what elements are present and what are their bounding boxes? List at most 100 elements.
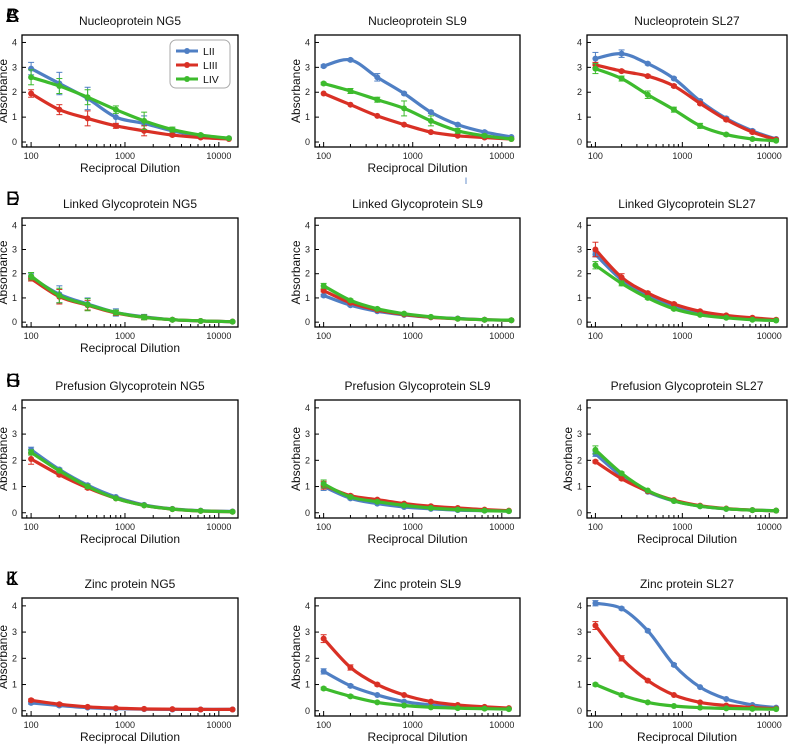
data-point bbox=[347, 664, 354, 671]
series-liv bbox=[28, 69, 232, 142]
y-tick-label: 4 bbox=[12, 403, 17, 413]
series-liv bbox=[592, 63, 780, 144]
data-point bbox=[320, 287, 327, 294]
plot-frame bbox=[586, 399, 788, 519]
panel-title: Prefusion Glycoprotein NG5 bbox=[55, 379, 205, 393]
panel-letter: I bbox=[6, 371, 11, 392]
y-tick-label: 0 bbox=[12, 508, 17, 518]
data-point bbox=[28, 697, 35, 704]
data-point bbox=[427, 704, 434, 711]
data-point bbox=[749, 705, 756, 712]
data-point bbox=[197, 317, 204, 324]
data-point bbox=[773, 507, 780, 514]
data-point bbox=[401, 105, 408, 112]
data-point bbox=[320, 480, 327, 487]
x-axis-label: Reciprocal Dilution bbox=[637, 532, 737, 546]
series-liii bbox=[28, 453, 236, 515]
data-point bbox=[229, 706, 236, 713]
x-axis-label: Reciprocal Dilution bbox=[637, 730, 737, 744]
y-tick-label: 0 bbox=[577, 508, 582, 518]
y-tick-label: 2 bbox=[577, 269, 582, 279]
data-point bbox=[320, 292, 327, 299]
data-point bbox=[197, 132, 204, 139]
data-point bbox=[592, 622, 599, 629]
y-tick-label: 3 bbox=[305, 244, 310, 254]
data-point bbox=[229, 508, 236, 515]
data-point bbox=[749, 136, 756, 143]
x-tick-label: 100 bbox=[316, 522, 331, 532]
data-point bbox=[169, 316, 176, 323]
stray-mark: I bbox=[465, 176, 468, 186]
x-tick-label: 1000 bbox=[403, 720, 423, 730]
data-point bbox=[723, 314, 730, 321]
data-point bbox=[505, 706, 512, 713]
x-tick-label: 100 bbox=[316, 720, 331, 730]
panel-d: D Linked Glycoprotein NG5 0 1 2 3 4 100 1000 1000… bbox=[0, 189, 239, 355]
y-tick-label: 3 bbox=[12, 244, 17, 254]
y-tick-label: 1 bbox=[305, 112, 310, 122]
data-point bbox=[505, 508, 512, 515]
x-tick-label: 10000 bbox=[206, 331, 231, 341]
data-point bbox=[618, 68, 625, 75]
data-point bbox=[592, 600, 599, 607]
x-tick-label: 100 bbox=[588, 331, 603, 341]
data-point bbox=[169, 132, 176, 139]
data-point bbox=[84, 115, 91, 122]
y-tick-label: 2 bbox=[12, 455, 17, 465]
x-tick-label: 10000 bbox=[757, 720, 782, 730]
data-point bbox=[644, 91, 651, 98]
y-tick-label: 3 bbox=[577, 244, 582, 254]
data-point bbox=[773, 317, 780, 324]
data-point bbox=[84, 483, 91, 490]
panel-letter: A bbox=[6, 6, 19, 27]
data-point bbox=[697, 684, 704, 691]
data-point bbox=[56, 106, 63, 113]
series-liv bbox=[592, 681, 780, 713]
data-point bbox=[141, 502, 148, 509]
data-point bbox=[84, 703, 91, 710]
data-point bbox=[169, 706, 176, 713]
series-liii bbox=[592, 621, 780, 712]
data-point bbox=[28, 74, 35, 81]
data-point bbox=[28, 456, 35, 462]
x-axis-label: Reciprocal Dilution bbox=[80, 161, 180, 175]
data-point bbox=[427, 109, 434, 116]
data-point bbox=[644, 73, 651, 80]
x-tick-label: 1000 bbox=[403, 331, 423, 341]
plot-frame bbox=[314, 34, 521, 148]
y-tick-label: 4 bbox=[12, 37, 17, 47]
data-point bbox=[618, 605, 625, 612]
panel-title: Linked Glycoprotein SL9 bbox=[352, 197, 483, 211]
plot-frame bbox=[586, 597, 788, 717]
panel-letter: K bbox=[6, 569, 19, 590]
y-tick-label: 4 bbox=[12, 601, 17, 611]
panel-letter: G bbox=[6, 371, 21, 392]
data-point bbox=[320, 63, 327, 70]
data-point bbox=[749, 316, 756, 323]
y-tick-label: 2 bbox=[305, 455, 310, 465]
data-point bbox=[401, 90, 408, 97]
x-tick-label: 100 bbox=[588, 522, 603, 532]
data-point bbox=[749, 507, 756, 514]
panel-letter: C bbox=[6, 6, 20, 27]
data-point bbox=[723, 505, 730, 512]
panel-title: Zinc protein SL27 bbox=[640, 577, 734, 591]
data-point bbox=[508, 136, 515, 143]
data-point bbox=[28, 273, 35, 280]
data-point bbox=[644, 627, 651, 634]
series-lii bbox=[592, 49, 780, 143]
y-tick-label: 1 bbox=[577, 112, 582, 122]
y-tick-label: 3 bbox=[577, 627, 582, 637]
data-point bbox=[723, 116, 730, 123]
data-point bbox=[481, 705, 488, 712]
data-point bbox=[697, 311, 704, 318]
series-liv bbox=[592, 261, 780, 324]
x-tick-label: 100 bbox=[24, 151, 39, 161]
panel-letter: J bbox=[6, 569, 16, 590]
x-tick-label: 100 bbox=[24, 522, 39, 532]
y-tick-label: 3 bbox=[577, 429, 582, 439]
x-tick-label: 1000 bbox=[115, 331, 135, 341]
data-point bbox=[112, 106, 119, 113]
